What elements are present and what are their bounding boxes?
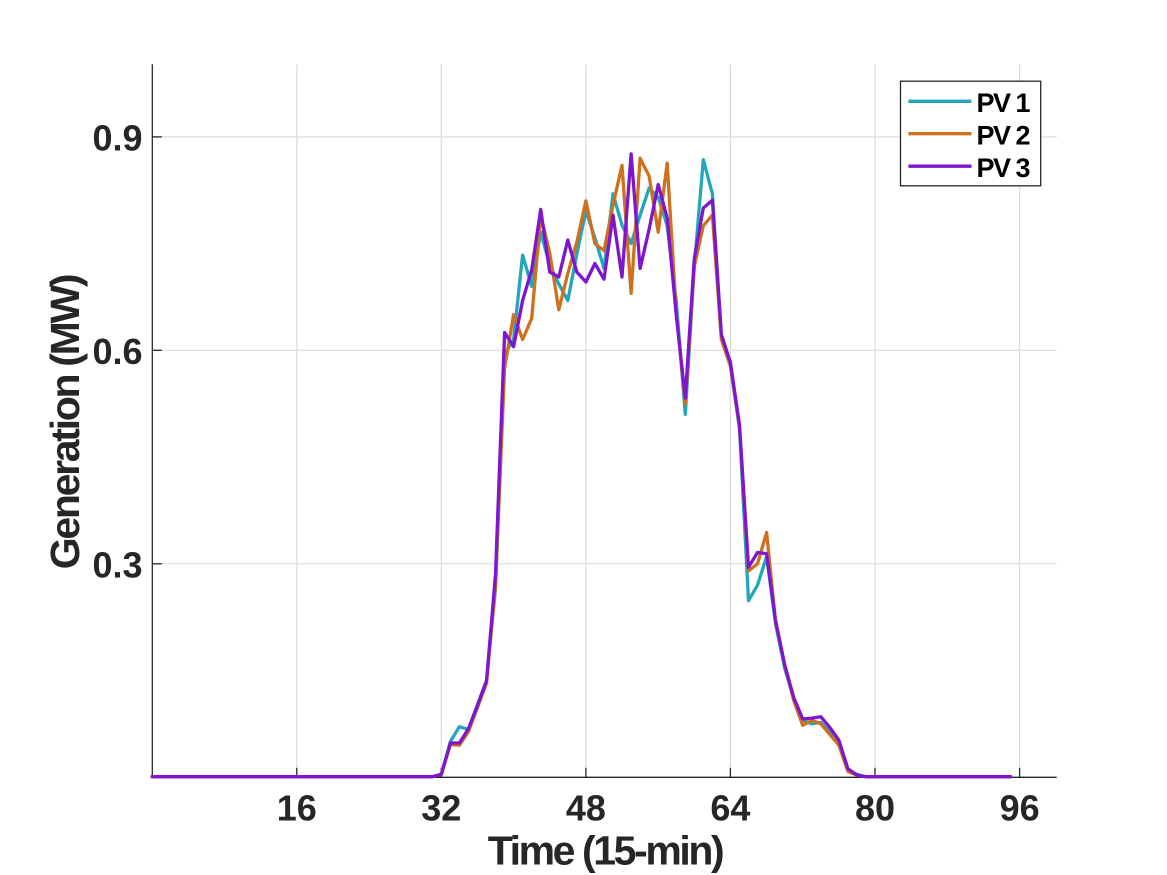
svg-text:80: 80	[855, 788, 895, 829]
svg-text:48: 48	[566, 788, 606, 829]
svg-text:0.3: 0.3	[92, 545, 142, 586]
svg-text:PV 2: PV 2	[977, 120, 1030, 150]
svg-text:16: 16	[277, 788, 317, 829]
svg-text:32: 32	[421, 788, 461, 829]
svg-text:PV 1: PV 1	[977, 88, 1031, 118]
svg-text:96: 96	[1000, 788, 1040, 829]
svg-text:PV 3: PV 3	[977, 153, 1031, 183]
svg-text:Time (15-min): Time (15-min)	[488, 827, 723, 873]
svg-text:Generation (MW): Generation (MW)	[42, 275, 88, 569]
svg-text:0.6: 0.6	[92, 331, 142, 372]
svg-text:64: 64	[710, 788, 750, 829]
svg-text:0.9: 0.9	[92, 118, 142, 159]
